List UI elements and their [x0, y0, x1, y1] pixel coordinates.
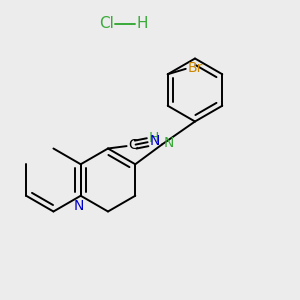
Text: N: N: [74, 199, 84, 213]
Text: N: N: [164, 136, 174, 150]
Text: C: C: [128, 138, 138, 152]
Text: H: H: [136, 16, 148, 32]
Text: Cl: Cl: [99, 16, 114, 32]
Text: N: N: [150, 134, 160, 148]
Text: Br: Br: [187, 61, 202, 75]
Text: H: H: [148, 131, 159, 145]
